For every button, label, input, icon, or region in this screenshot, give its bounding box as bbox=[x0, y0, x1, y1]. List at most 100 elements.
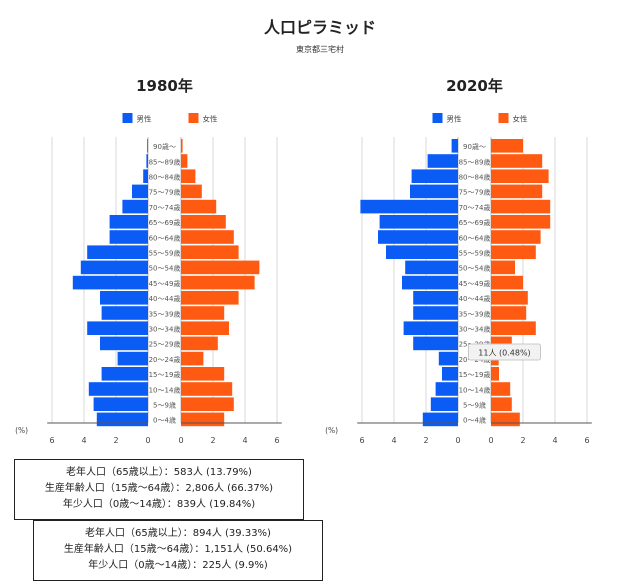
bar-male-2 bbox=[143, 169, 148, 183]
tick-label: 4 bbox=[81, 436, 86, 445]
bar-female-7 bbox=[181, 245, 239, 259]
tick-label: 0 bbox=[145, 436, 150, 445]
bar-female-10 bbox=[491, 291, 528, 305]
stats-working-2020: 生産年齢人口（15歳～64歳）：1,151人 (50.64%) bbox=[63, 544, 293, 555]
age-label-17: 5～9歳 bbox=[463, 401, 486, 410]
bar-male-1 bbox=[427, 154, 458, 168]
bar-male-14 bbox=[438, 351, 458, 366]
bar-male-0 bbox=[147, 139, 148, 153]
legend-male-label: 男性 bbox=[447, 114, 462, 124]
tick-label: 6 bbox=[584, 436, 589, 445]
legend-female-label: 女性 bbox=[203, 114, 218, 124]
legend-male-swatch bbox=[432, 113, 443, 123]
bar-female-16 bbox=[181, 382, 233, 396]
bar-male-10 bbox=[413, 291, 458, 305]
bar-female-13 bbox=[181, 336, 218, 351]
stats-working-1980: 生産年齢人口（15歳～64歳）：2,806人 (66.37%) bbox=[44, 483, 274, 494]
tooltip-label: 11人 (0.48%) bbox=[478, 349, 530, 358]
bar-female-5 bbox=[491, 215, 551, 229]
bar-male-3 bbox=[410, 184, 458, 199]
tick-label: 2 bbox=[113, 436, 118, 445]
tick-label: 6 bbox=[49, 436, 54, 445]
bar-male-14 bbox=[117, 351, 148, 366]
legend-female-swatch bbox=[188, 113, 199, 123]
age-label-8: 50～54歳 bbox=[149, 264, 181, 273]
bar-female-17 bbox=[181, 397, 234, 411]
age-label-18: 0～4歳 bbox=[153, 416, 176, 425]
stats-elderly-2020: 老年人口（65歳以上）：894人 (39.33%) bbox=[85, 528, 271, 539]
stats-box-2020: 老年人口（65歳以上）：894人 (39.33%) 生産年齢人口（15歳～64歳… bbox=[33, 520, 323, 581]
tick-label: 4 bbox=[242, 436, 247, 445]
age-label-9: 45～49歳 bbox=[149, 279, 181, 288]
bar-female-4 bbox=[181, 199, 217, 214]
bar-female-12 bbox=[491, 321, 536, 335]
bar-female-7 bbox=[491, 245, 536, 259]
age-label-7: 55～59歳 bbox=[459, 249, 491, 258]
age-label-9: 45～49歳 bbox=[459, 279, 491, 288]
bar-male-6 bbox=[109, 230, 148, 244]
bar-female-6 bbox=[181, 230, 234, 244]
bar-female-9 bbox=[181, 275, 255, 290]
page-title: 人口ピラミッド bbox=[263, 18, 376, 37]
age-label-10: 40～44歳 bbox=[149, 294, 181, 303]
bar-male-4 bbox=[122, 199, 148, 214]
age-label-3: 75～79歳 bbox=[459, 188, 491, 197]
age-label-4: 70～74歳 bbox=[149, 203, 181, 212]
bar-male-16 bbox=[435, 382, 458, 396]
page-subtitle: 東京都三宅村 bbox=[296, 45, 344, 54]
bar-female-6 bbox=[491, 230, 541, 244]
bar-male-3 bbox=[132, 184, 148, 199]
tick-label: 6 bbox=[274, 436, 279, 445]
tooltip-box bbox=[468, 343, 541, 361]
age-label-10: 40～44歳 bbox=[459, 294, 491, 303]
bar-male-18 bbox=[422, 412, 458, 427]
axis-unit-label: (%) bbox=[15, 426, 28, 435]
age-label-13: 25～29歳 bbox=[149, 340, 181, 349]
bar-female-5 bbox=[181, 215, 226, 229]
bar-female-4 bbox=[491, 199, 551, 214]
bar-male-15 bbox=[442, 367, 458, 381]
age-label-1: 85～89歳 bbox=[149, 157, 181, 166]
bar-male-17 bbox=[430, 397, 458, 411]
bar-male-7 bbox=[87, 245, 148, 259]
bar-male-13 bbox=[413, 336, 458, 351]
bar-male-9 bbox=[72, 275, 148, 290]
bar-female-9 bbox=[491, 275, 523, 290]
legend-female-label: 女性 bbox=[513, 114, 528, 124]
chart-title: 1980年 bbox=[136, 77, 193, 95]
age-label-5: 65～69歳 bbox=[149, 218, 181, 227]
bar-male-2 bbox=[411, 169, 458, 183]
tick-label: 2 bbox=[423, 436, 428, 445]
bar-female-8 bbox=[491, 260, 515, 275]
age-label-6: 60～64歳 bbox=[459, 233, 491, 242]
bar-female-0 bbox=[181, 139, 183, 153]
legend-male-label: 男性 bbox=[137, 114, 152, 124]
legend-female-swatch bbox=[498, 113, 509, 123]
bar-male-13 bbox=[100, 336, 148, 351]
age-label-15: 15～19歳 bbox=[149, 370, 181, 379]
legend-male-swatch bbox=[122, 113, 133, 123]
bar-male-11 bbox=[101, 306, 148, 320]
bar-male-5 bbox=[109, 215, 148, 229]
bar-female-18 bbox=[491, 412, 520, 427]
bar-male-15 bbox=[101, 367, 148, 381]
bar-female-3 bbox=[181, 184, 202, 199]
tick-label: 0 bbox=[178, 436, 183, 445]
stats-box-1980: 老年人口（65歳以上）：583人 (13.79%) 生産年齢人口（15歳～64歳… bbox=[14, 459, 304, 520]
bar-female-10 bbox=[181, 291, 239, 305]
bar-female-18 bbox=[181, 412, 225, 427]
bar-male-11 bbox=[413, 306, 458, 320]
bar-male-10 bbox=[100, 291, 148, 305]
tick-label: 2 bbox=[210, 436, 215, 445]
age-label-12: 30～34歳 bbox=[149, 325, 181, 334]
axis-unit-label: (%) bbox=[325, 426, 338, 435]
stats-young-1980: 年少人口（0歳～14歳）：839人 (19.84%) bbox=[62, 499, 256, 510]
tick-label: 4 bbox=[552, 436, 557, 445]
age-label-14: 20～24歳 bbox=[149, 355, 181, 364]
bar-male-4 bbox=[360, 199, 458, 214]
age-label-4: 70～74歳 bbox=[459, 203, 491, 212]
bar-female-8 bbox=[181, 260, 260, 275]
